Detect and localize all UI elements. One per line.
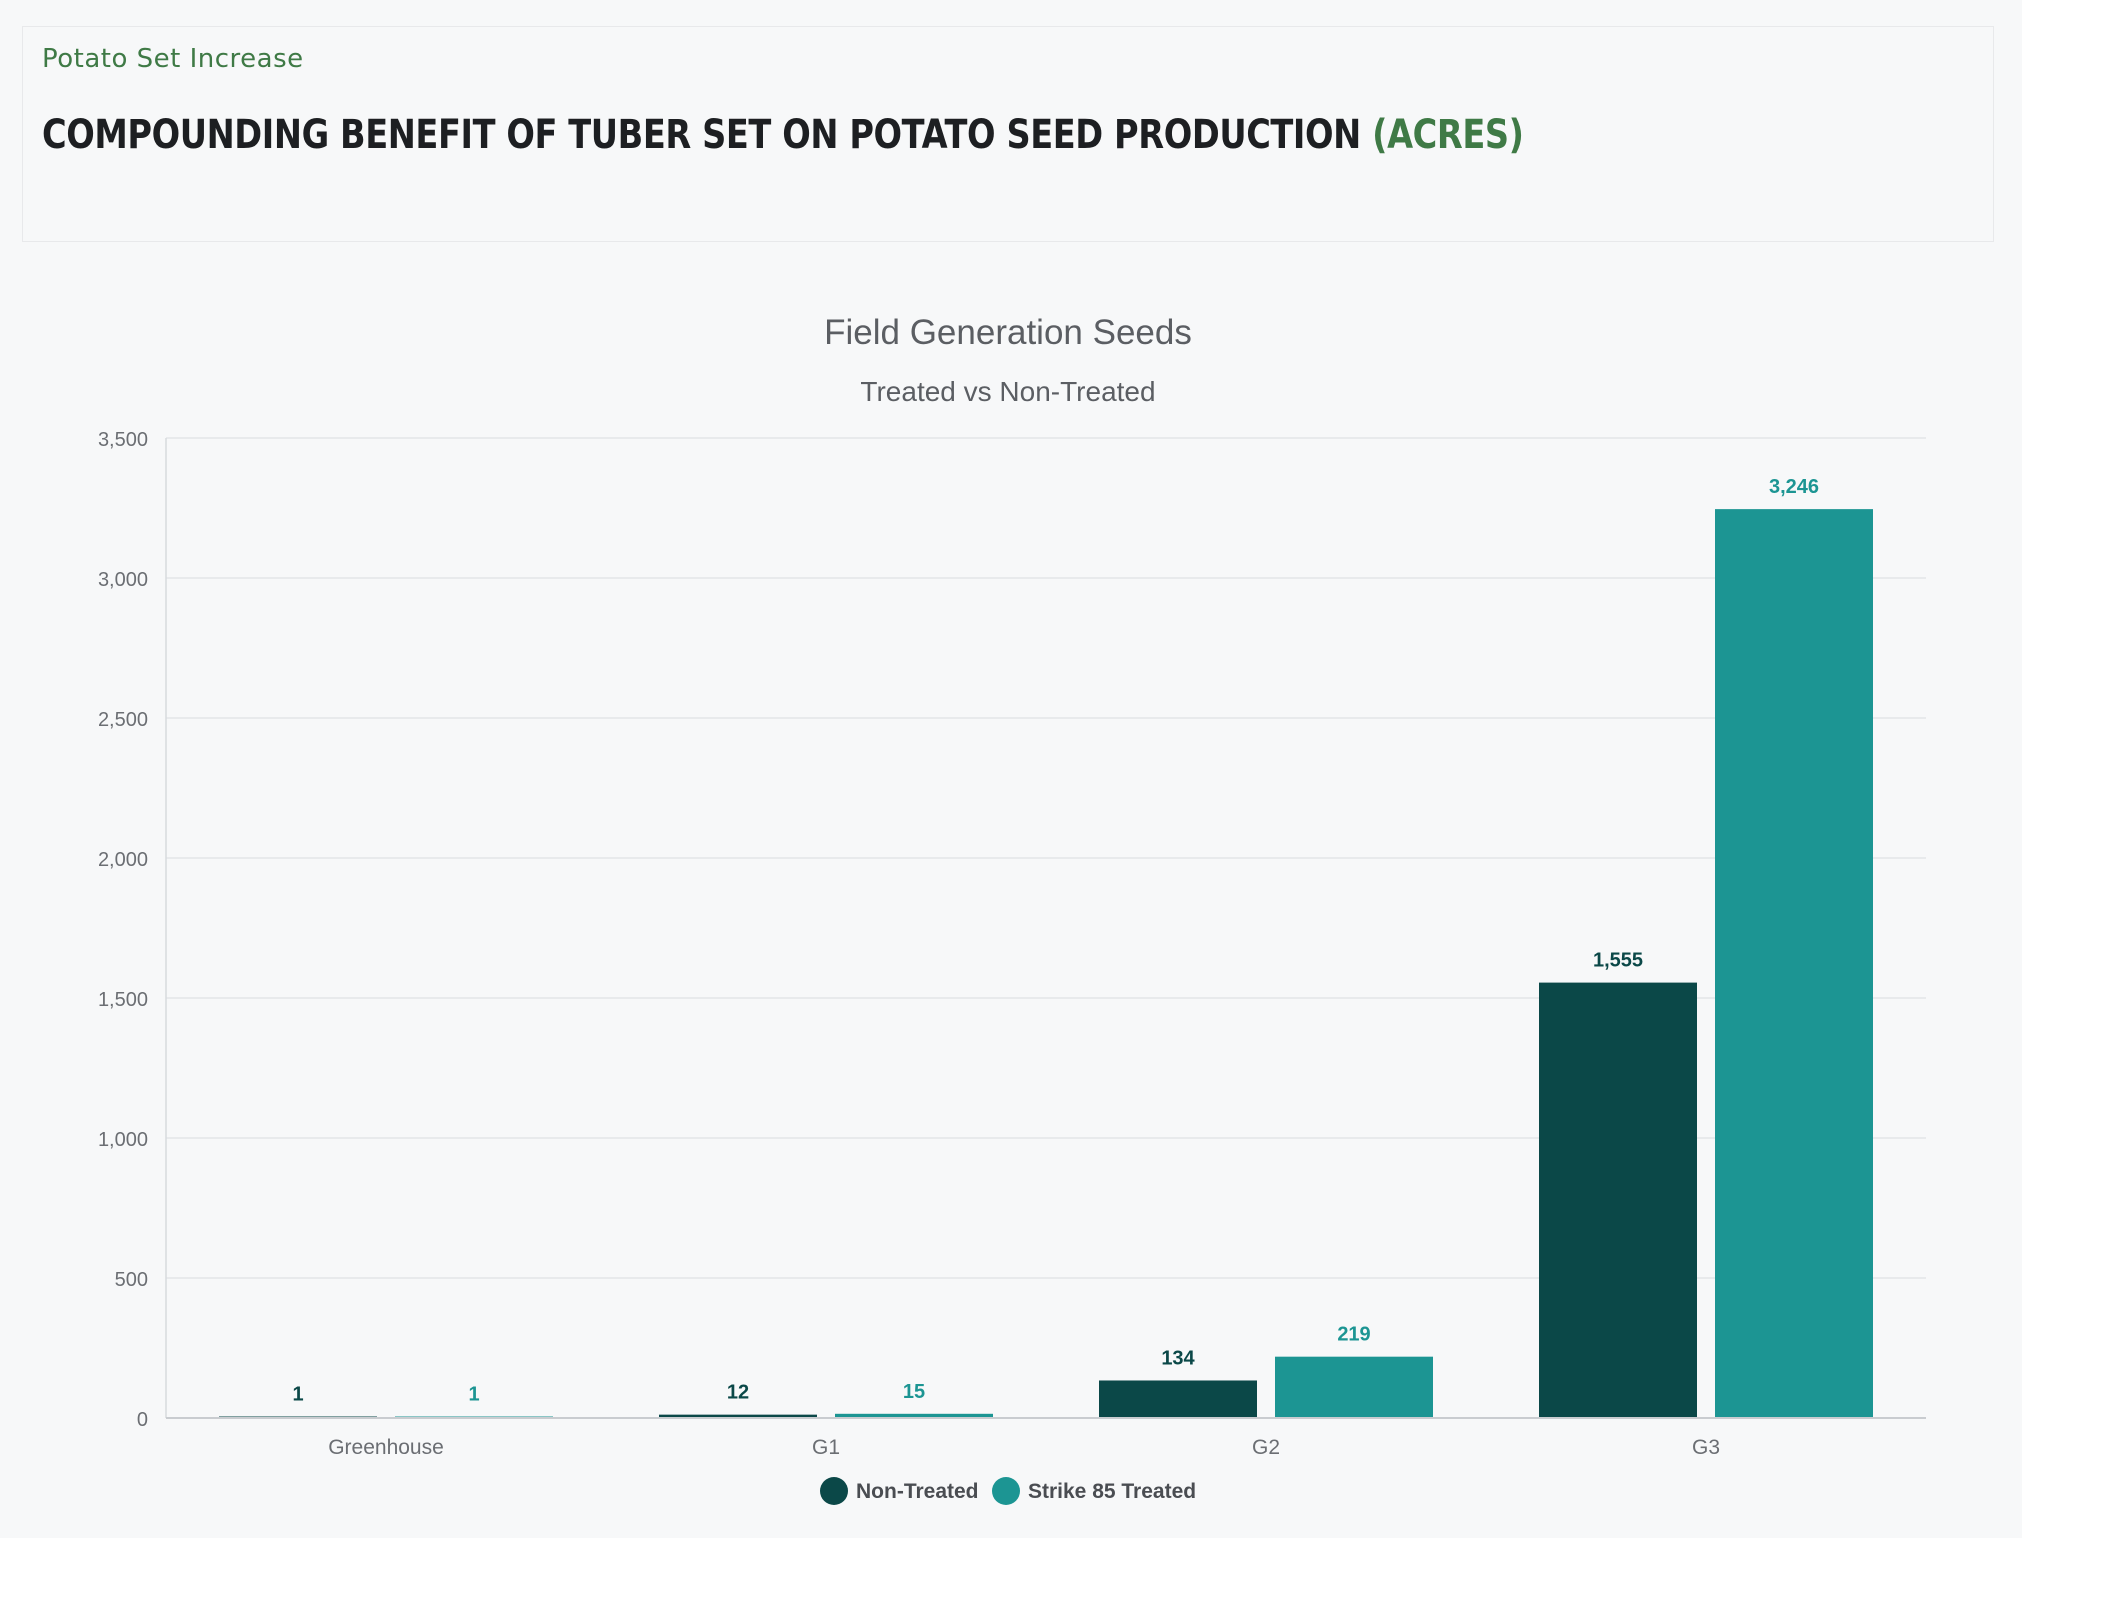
chart-subtitle: Treated vs Non-Treated [860, 376, 1155, 407]
bar [1275, 1356, 1433, 1418]
x-tick-label: G1 [812, 1436, 840, 1459]
legend-label: Non-Treated [856, 1480, 979, 1503]
chart-area: Field Generation Seeds Treated vs Non-Tr… [0, 250, 2022, 1538]
header-card [22, 26, 1994, 242]
eyebrow-label: Potato Set Increase [42, 44, 304, 74]
data-label: 12 [727, 1382, 749, 1404]
data-label: 1,555 [1593, 950, 1643, 972]
data-label: 3,246 [1769, 476, 1819, 498]
bar [659, 1414, 817, 1418]
page-title-main: COMPOUNDING BENEFIT OF TUBER SET ON POTA… [42, 112, 1361, 158]
y-tick-label: 2,000 [98, 849, 148, 871]
legend-swatch [820, 1477, 848, 1505]
data-label: 1 [292, 1384, 303, 1406]
chart-title: Field Generation Seeds [824, 313, 1192, 352]
page-title-unit: (ACRES) [1372, 112, 1524, 158]
y-tick-label: 1,500 [98, 989, 148, 1011]
bar [1099, 1380, 1257, 1418]
y-axis: 0 500 1,000 1,500 2,000 2,500 3,000 3,500 [98, 429, 167, 1431]
data-label: 134 [1161, 1347, 1195, 1369]
x-tick-label: G3 [1692, 1436, 1720, 1459]
y-tick-label: 2,500 [98, 709, 148, 731]
data-label: 15 [903, 1381, 925, 1403]
bar [1539, 982, 1697, 1418]
legend-item[interactable]: Non-Treated [820, 1477, 979, 1505]
y-tick-label: 3,500 [98, 429, 148, 451]
y-tick-label: 0 [137, 1409, 148, 1431]
y-tick-label: 3,000 [98, 569, 148, 591]
bar [835, 1413, 993, 1418]
page-title: COMPOUNDING BENEFIT OF TUBER SET ON POTA… [42, 112, 1524, 158]
data-label: 219 [1337, 1324, 1370, 1346]
x-tick-label: Greenhouse [328, 1436, 444, 1459]
chart-panel: Potato Set Increase COMPOUNDING BENEFIT … [0, 26, 2022, 1538]
legend: Non-Treated Strike 85 Treated [820, 1477, 1196, 1505]
legend-label: Strike 85 Treated [1028, 1480, 1196, 1503]
bar [1715, 509, 1873, 1418]
legend-item[interactable]: Strike 85 Treated [992, 1477, 1196, 1505]
data-label: 1 [468, 1384, 479, 1406]
legend-swatch [992, 1477, 1020, 1505]
x-tick-label: G2 [1252, 1436, 1280, 1459]
y-tick-label: 500 [115, 1269, 148, 1291]
bar-chart: Field Generation Seeds Treated vs Non-Tr… [98, 313, 1926, 1505]
y-tick-label: 1,000 [98, 1129, 148, 1151]
bars: 1 1 12 15 134 219 1,555 3,246 [219, 476, 1873, 1418]
x-axis: Greenhouse G1 G2 G3 [166, 1417, 1926, 1459]
